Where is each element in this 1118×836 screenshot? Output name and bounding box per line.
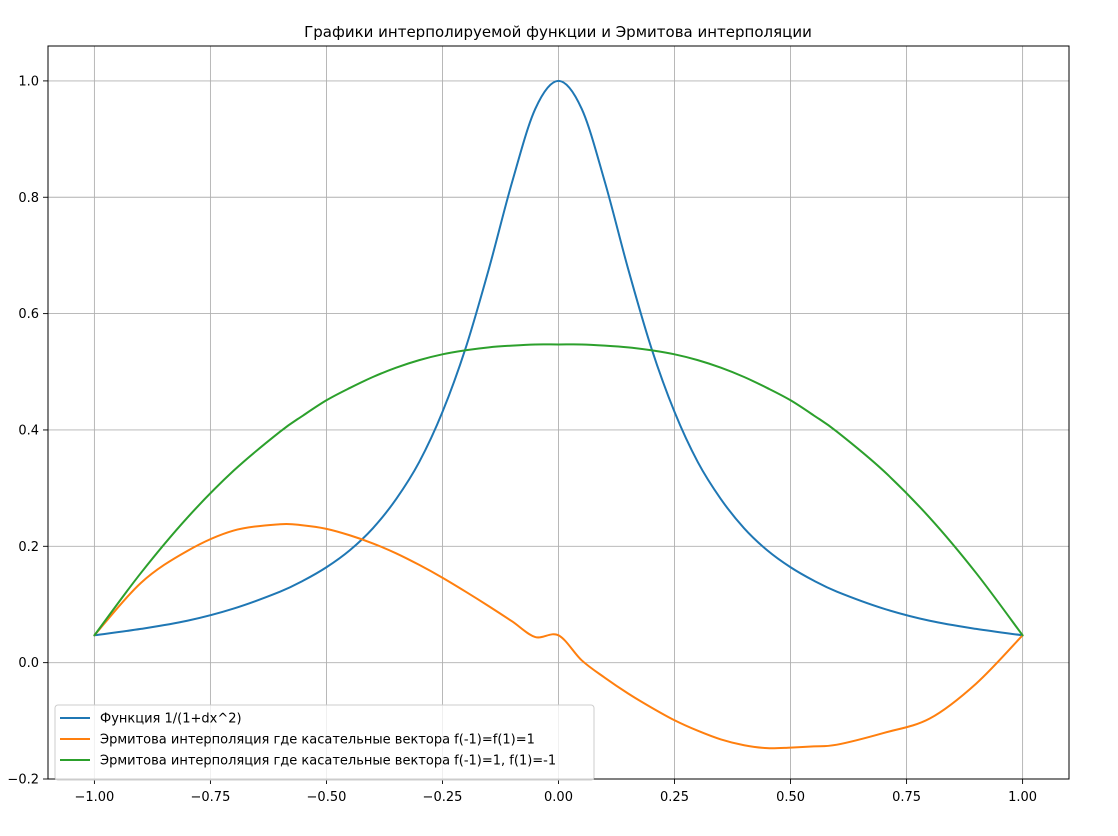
legend: Функция 1/(1+dx^2) Эрмитова интерполяция … [54, 704, 595, 781]
y-tick-label: −0.2 [7, 773, 39, 788]
legend-entry-label: Функция 1/(1+dx^2) [100, 712, 242, 727]
y-tick-label: 0.0 [18, 656, 39, 671]
series-line-3 [93, 343, 1024, 637]
y-tick-label: 1.0 [18, 74, 39, 89]
x-tick-label: 0.50 [776, 790, 805, 805]
series-layer [93, 79, 1024, 750]
x-tick-label: −0.25 [423, 790, 463, 805]
grid [48, 46, 1069, 780]
legend-entry-label: Эрмитова интерполяция где касательные ве… [100, 733, 535, 748]
y-tick-label: 0.2 [18, 540, 39, 555]
x-tick-label: −0.50 [307, 790, 347, 805]
x-tick-label: −0.75 [191, 790, 231, 805]
series-line-1 [93, 79, 1024, 637]
x-tick-label: 0.00 [544, 790, 573, 805]
y-tick-label: 0.8 [18, 191, 39, 206]
chart-title: Графики интерполируемой функции и Эрмито… [304, 23, 812, 41]
legend-box [54, 704, 595, 781]
x-tick-label: 0.75 [892, 790, 921, 805]
x-tick-label: −1.00 [74, 790, 114, 805]
series-line-2 [93, 522, 1024, 750]
x-tick-label: 1.00 [1008, 790, 1037, 805]
x-tick-label: 0.25 [660, 790, 689, 805]
y-tick-label: 0.6 [18, 307, 39, 322]
axis-ticks: −1.00 −0.75 −0.50 −0.25 0.00 0.25 0.50 0.75 1.00… [7, 74, 1037, 805]
y-tick-label: 0.4 [18, 423, 39, 438]
legend-entry-label: Эрмитова интерполяция где касательные ве… [100, 754, 556, 769]
